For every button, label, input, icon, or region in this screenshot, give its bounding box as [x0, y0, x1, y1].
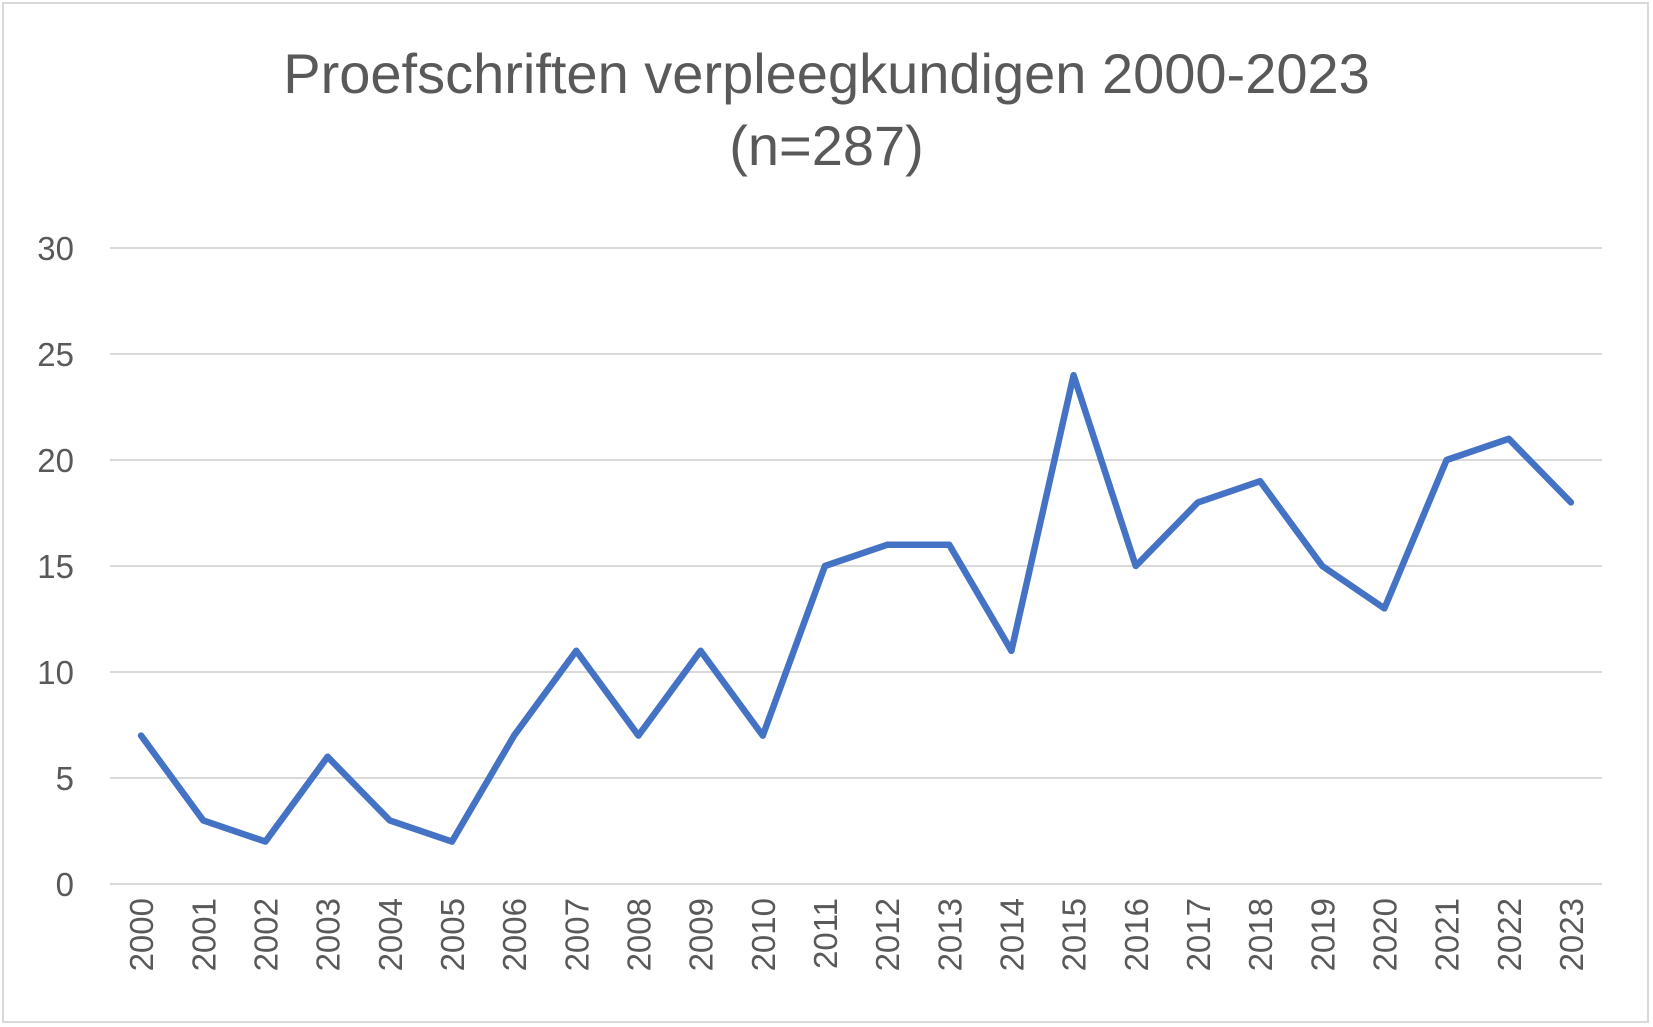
- y-tick-label: 15: [37, 548, 74, 585]
- data-point: [824, 565, 826, 567]
- data-point: [637, 735, 639, 737]
- y-tick-label: 10: [37, 654, 74, 691]
- data-point: [1259, 480, 1261, 482]
- data-point: [762, 735, 764, 737]
- x-tick-label: 2023: [1553, 898, 1590, 971]
- data-point: [575, 650, 577, 652]
- data-point: [1321, 565, 1323, 567]
- y-tick-label: 5: [56, 760, 74, 797]
- y-axis-labels: 0 5 10 15 20 25 30: [37, 230, 74, 903]
- data-point: [264, 841, 266, 843]
- data-point: [1197, 501, 1199, 503]
- data-point: [327, 756, 329, 758]
- x-tick-label: 2004: [372, 898, 409, 971]
- x-tick-label: 2016: [1118, 898, 1155, 971]
- x-tick-label: 2003: [310, 898, 347, 971]
- data-point: [1135, 565, 1137, 567]
- data-point: [700, 650, 702, 652]
- series-group: [137, 371, 1575, 845]
- x-tick-label: 2005: [434, 898, 471, 971]
- chart-subtitle: (n=287): [729, 114, 924, 177]
- x-tick-label: 2014: [993, 898, 1030, 971]
- x-tick-label: 2006: [496, 898, 533, 971]
- chart-title-block: Proefschriften verpleegkundigen 2000-202…: [0, 38, 1653, 182]
- data-point: [202, 819, 204, 821]
- chart-title: Proefschriften verpleegkundigen 2000-202…: [283, 42, 1370, 105]
- x-tick-label: 2015: [1056, 898, 1093, 971]
- data-point: [1570, 501, 1572, 503]
- x-tick-label: 2002: [247, 898, 284, 971]
- y-tick-label: 30: [37, 230, 74, 267]
- x-tick-label: 2020: [1366, 898, 1403, 971]
- y-tick-label: 20: [37, 442, 74, 479]
- x-tick-label: 2021: [1429, 898, 1466, 971]
- data-point: [1446, 459, 1448, 461]
- x-tick-label: 2017: [1180, 898, 1217, 971]
- data-point: [389, 819, 391, 821]
- x-tick-label: 2010: [745, 898, 782, 971]
- x-tick-label: 2013: [931, 898, 968, 971]
- x-tick-label: 2022: [1491, 898, 1528, 971]
- data-point: [140, 735, 142, 737]
- data-point: [451, 841, 453, 843]
- data-point: [948, 544, 950, 546]
- gridlines: [110, 247, 1602, 885]
- data-point: [513, 735, 515, 737]
- data-point: [886, 544, 888, 546]
- x-tick-label: 2011: [807, 898, 844, 969]
- x-tick-label: 2018: [1242, 898, 1279, 971]
- x-tick-label: 2012: [869, 898, 906, 971]
- x-axis-labels: 2000 2001 2002 2003 2004 2005 2006 2007 2008 2009…: [123, 898, 1590, 971]
- x-tick-label: 2007: [558, 898, 595, 971]
- x-tick-label: 2019: [1304, 898, 1341, 971]
- x-tick-label: 2001: [185, 898, 222, 971]
- x-tick-label: 2000: [123, 898, 160, 971]
- data-point: [1010, 650, 1012, 652]
- series-line: [137, 371, 1575, 845]
- x-tick-label: 2009: [683, 898, 720, 971]
- x-tick-label: 2008: [620, 898, 657, 971]
- y-tick-label: 25: [37, 336, 74, 373]
- data-point: [1508, 438, 1510, 440]
- data-point: [1073, 374, 1075, 376]
- y-tick-label: 0: [56, 866, 74, 903]
- data-point: [1383, 607, 1385, 609]
